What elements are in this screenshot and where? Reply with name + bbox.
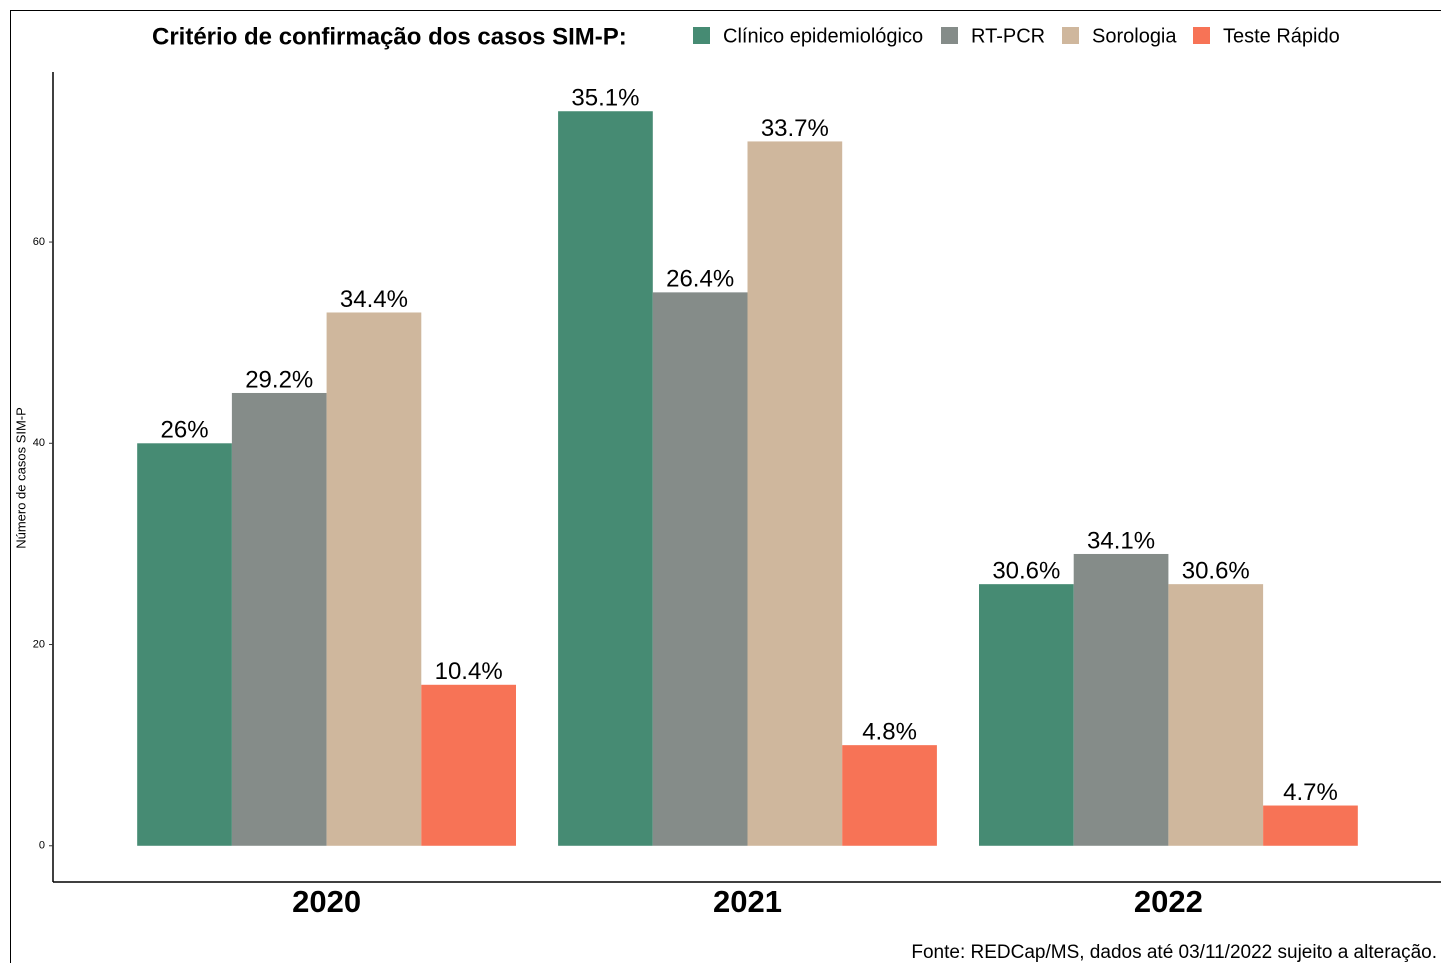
- data-label: 26%: [161, 417, 209, 444]
- caption: Fonte: REDCap/MS, dados até 03/11/2022 s…: [911, 942, 1437, 963]
- data-label: 29.2%: [245, 366, 313, 393]
- y-tick-label: 60: [33, 236, 45, 248]
- data-label: 26.4%: [666, 266, 734, 293]
- legend-swatch: [1193, 27, 1210, 44]
- data-label: 30.6%: [1182, 558, 1250, 585]
- bar: [1168, 584, 1264, 846]
- y-tick-label: 40: [33, 437, 45, 449]
- data-label: 34.4%: [340, 286, 408, 313]
- legend-label: Sorologia: [1092, 25, 1177, 47]
- data-label: 4.7%: [1283, 779, 1338, 806]
- legend-swatch: [941, 27, 958, 44]
- bar: [1073, 553, 1169, 846]
- data-label: 33.7%: [761, 115, 829, 142]
- legend-label: Teste Rápido: [1223, 25, 1340, 47]
- bar: [842, 745, 937, 846]
- legend-label: Clínico epidemiológico: [723, 25, 923, 47]
- y-tick-label: 20: [33, 638, 45, 650]
- legend-swatch: [693, 27, 710, 44]
- x-tick-label: 2020: [292, 884, 361, 919]
- bar: [326, 312, 422, 846]
- legend-swatch: [1062, 27, 1079, 44]
- bar: [652, 292, 748, 846]
- x-tick-label: 2021: [713, 884, 782, 919]
- y-tick-label: 0: [39, 840, 45, 852]
- data-label: 34.1%: [1087, 527, 1155, 554]
- bar: [421, 684, 516, 846]
- bar: [231, 392, 327, 846]
- legend-label: RT-PCR: [971, 25, 1045, 47]
- bar: [137, 443, 232, 846]
- chart-title: Critério de confirmação dos casos SIM-P:: [152, 23, 627, 50]
- bar: [1263, 805, 1358, 846]
- x-tick-label: 2022: [1134, 884, 1203, 919]
- bar: [979, 584, 1074, 846]
- bar: [747, 141, 843, 846]
- data-label: 35.1%: [571, 85, 639, 112]
- bar: [558, 111, 653, 846]
- data-label: 10.4%: [435, 658, 503, 685]
- frame: [10, 10, 1441, 963]
- data-label: 4.8%: [862, 718, 917, 745]
- data-label: 30.6%: [992, 558, 1060, 585]
- y-axis-label: Número de casos SIM-P: [13, 407, 28, 549]
